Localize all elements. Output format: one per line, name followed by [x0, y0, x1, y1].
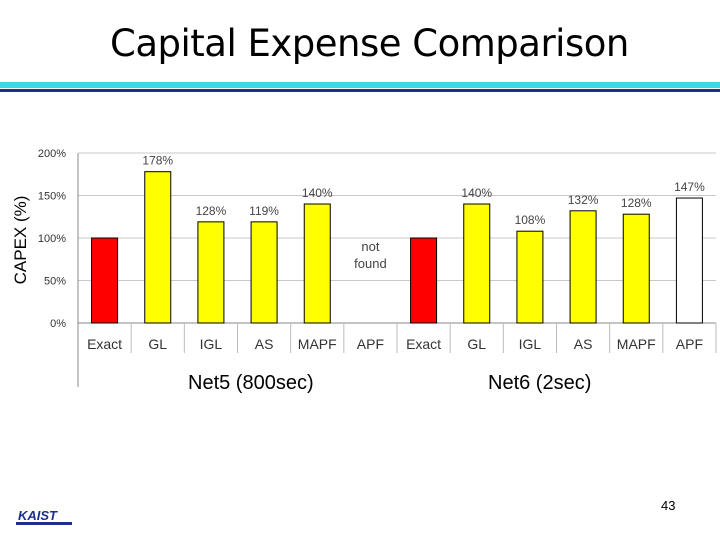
data-label: 108%	[515, 213, 546, 227]
data-label: 140%	[302, 186, 333, 200]
title-rule-navy	[0, 89, 720, 92]
y-tick-label: 0%	[50, 318, 66, 330]
x-tick-label: MAPF	[617, 336, 656, 352]
bar	[569, 210, 597, 324]
slide-title: Capital Expense Comparison	[110, 22, 629, 65]
page-number: 43	[661, 498, 676, 513]
capex-bar-chart: 0% 50% 100% 150% 200% CAPEX (%) Exact 178% GL 128…	[11, 148, 717, 387]
data-label: found	[354, 256, 387, 271]
bar	[622, 213, 650, 324]
data-label: 128%	[196, 204, 227, 218]
x-tick-label: Exact	[87, 336, 122, 352]
x-tick-label: MAPF	[298, 336, 337, 352]
x-tick-label: APF	[357, 336, 384, 352]
y-tick-label: 100%	[38, 233, 66, 245]
x-tick-label: APF	[676, 336, 703, 352]
bar	[463, 203, 491, 324]
x-tick-label: AS	[574, 336, 593, 352]
bar	[197, 221, 225, 324]
y-axis-label: CAPEX (%)	[11, 196, 30, 285]
data-label: 119%	[249, 204, 279, 218]
data-label: 140%	[461, 186, 492, 200]
bar	[303, 203, 331, 324]
x-tick-label: IGL	[519, 336, 542, 352]
data-label: not	[361, 239, 379, 254]
x-tick-label: AS	[255, 336, 274, 352]
x-tick-label: GL	[467, 336, 486, 352]
title-rule-cyan	[0, 82, 720, 88]
bar	[410, 237, 438, 324]
y-tick-label: 150%	[38, 191, 66, 203]
bar	[250, 221, 278, 324]
x-tick-label: Exact	[406, 336, 441, 352]
data-label: 132%	[568, 193, 599, 207]
data-label: 178%	[142, 154, 173, 168]
bar	[675, 197, 703, 324]
bar	[144, 171, 172, 324]
group-label-net6: Net6 (2sec)	[488, 372, 592, 394]
bar	[516, 230, 544, 324]
y-tick-label: 200%	[38, 148, 66, 160]
x-tick-label: GL	[148, 336, 167, 352]
data-label: 147%	[674, 180, 705, 194]
kaist-logo: KAIST	[16, 508, 72, 525]
group-label-net5: Net5 (800sec)	[188, 372, 314, 394]
bar	[91, 237, 119, 324]
x-tick-label: IGL	[200, 336, 223, 352]
svg-text:KAIST: KAIST	[18, 508, 58, 523]
y-tick-label: 50%	[44, 276, 66, 288]
data-label: 128%	[621, 196, 652, 210]
